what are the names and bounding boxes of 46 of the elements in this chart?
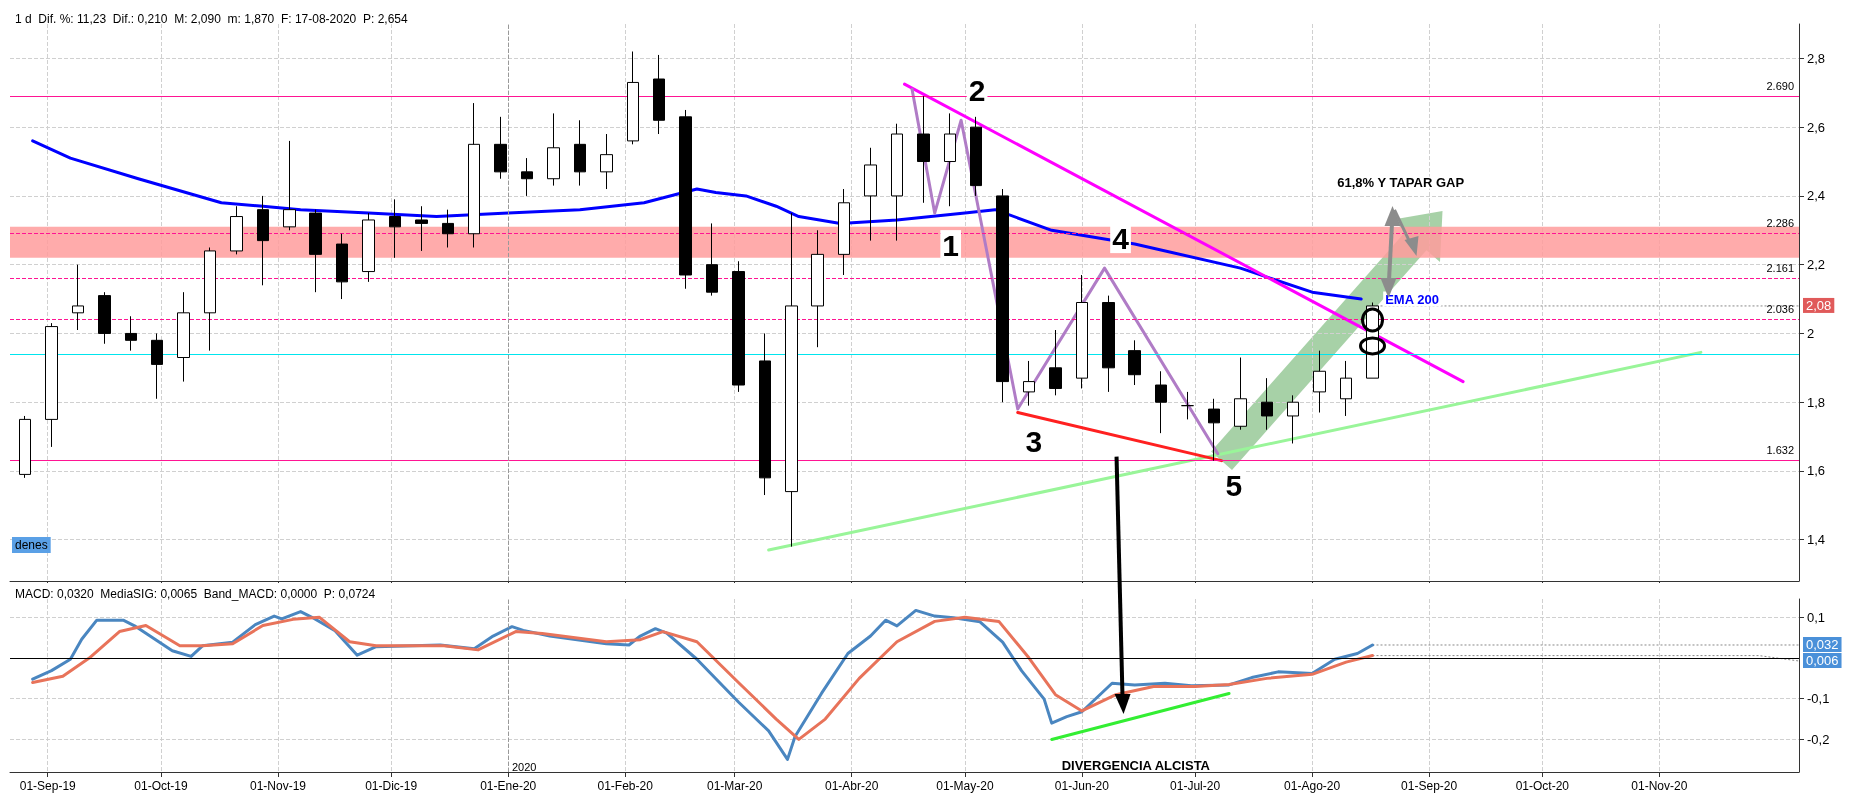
y-tick-label: 2,6 [1807,119,1826,135]
x-tick-label: 01-Abr-20 [824,779,879,793]
ref-line-label: 2.690 [1766,79,1794,92]
y-tick-label: 2,8 [1807,50,1826,66]
annotation: 3 [1025,424,1043,458]
annotation: 2 [968,73,986,107]
annotation: DIVERGENCIA ALCISTA [1061,757,1211,773]
x-tick-label: 01-Jul-20 [1170,779,1221,793]
x-tick-label: 01-Sep-20 [1401,779,1458,793]
y-tick-label: 2,4 [1807,188,1826,204]
x-tick-label: 01-Oct-19 [134,779,188,793]
x-tick-label: 01-Ago-20 [1284,779,1341,793]
y-tick-label: 2,2 [1807,257,1826,273]
x-tick-label: 01-Sep-19 [19,779,77,793]
y-tick-label: 2 [1807,325,1815,341]
ref-line-label: 2.161 [1766,261,1794,274]
annotation: 61,8% Y TAPAR GAP [1337,175,1465,191]
annotation: 1 [942,228,960,262]
annotation: 0,006 [1806,653,1839,668]
y-tick-label: 1,6 [1807,463,1826,479]
x-tick-label: 01-May-20 [936,779,994,793]
x-tick-label: 01-Feb-20 [597,779,654,793]
annotation: 4 [1112,221,1130,255]
y-tick-label: -0,2 [1807,731,1830,747]
annotation: 5 [1225,469,1243,503]
ref-line-label: 2.036 [1766,303,1794,316]
x-tick-label: 01-Ene-20 [480,779,537,793]
y-tick-label: 1,4 [1807,532,1826,548]
x-tick-label: 01-Jun-20 [1054,779,1110,793]
x-tick-label: 01-Nov-20 [1631,779,1688,793]
series-label: EMA 200 [1385,291,1439,307]
y-tick-label: 0,1 [1807,609,1826,625]
y-tick-label: -0,1 [1807,691,1830,707]
annotation: denes [15,538,48,552]
chart-title: MACD: 0,0320 MediaSIG: 0,0065 Band_MACD: 0,0000 P: 0,0724 [15,587,376,601]
x-tick-label: 01-Nov-19 [249,779,307,793]
annotation: 2,08 [1806,297,1832,313]
ref-line-label: 1.632 [1766,444,1794,457]
chart-title: 1 d Dif. %: 11,23 Dif.: 0,210 M: 2,090 m: 1,870 F: 17-08-2020 P: 2,654 [15,12,408,26]
ref-line-label: 2020 [511,760,537,773]
x-tick-label: 01-Dic-19 [365,779,418,793]
x-tick-label: 01-Mar-20 [706,779,763,793]
x-tick-label: 01-Oct-20 [1515,779,1570,793]
annotation: 0,032 [1806,637,1839,652]
ref-line-label: 2.286 [1766,217,1794,230]
y-tick-label: 1,8 [1807,394,1826,410]
